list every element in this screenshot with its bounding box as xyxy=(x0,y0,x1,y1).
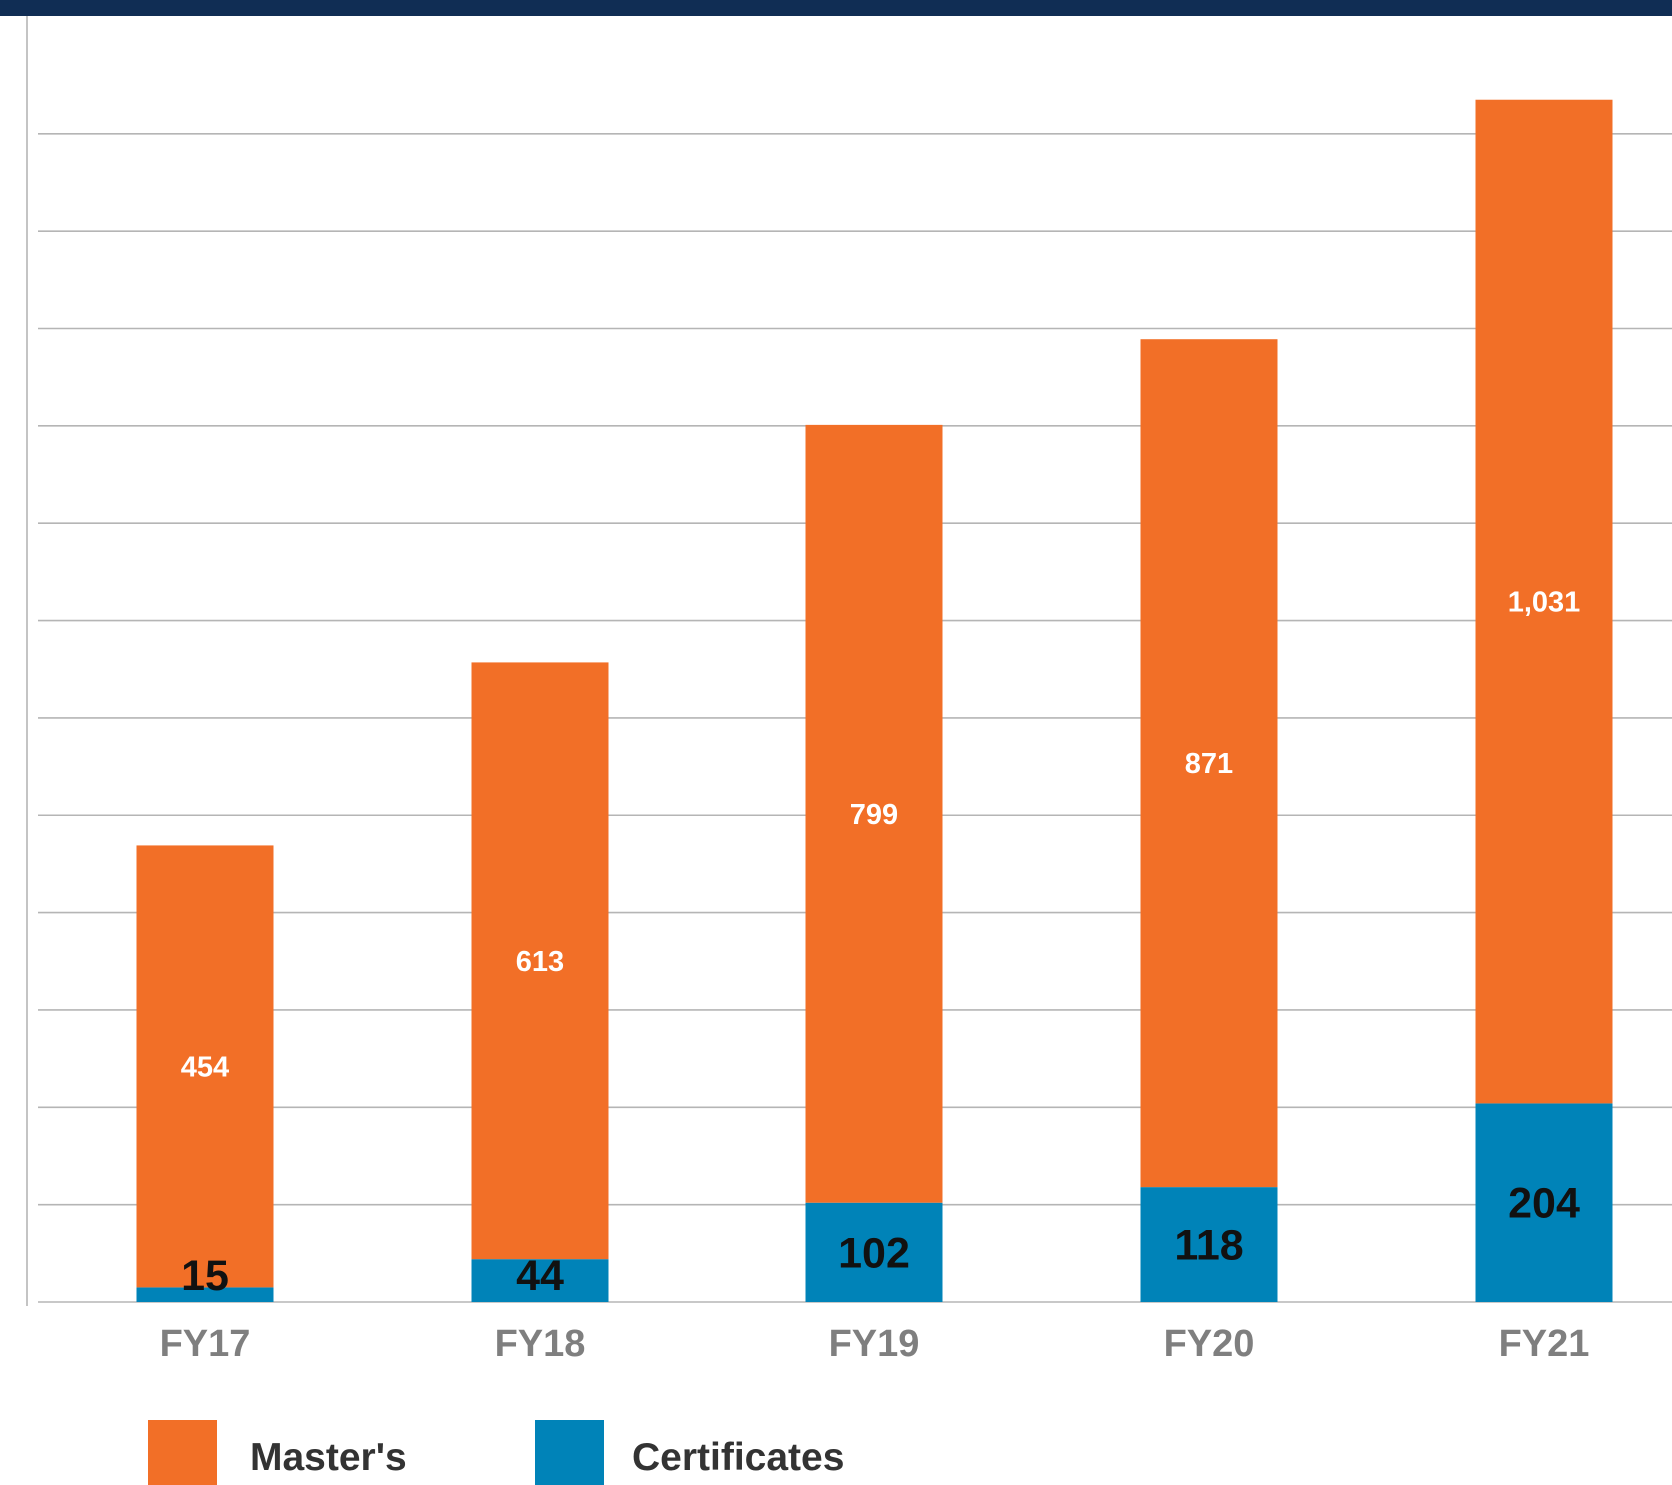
legend-label-certificates: Certificates xyxy=(632,1436,844,1479)
tick-label-fy19: FY19 xyxy=(829,1323,920,1365)
bar-masters-fy18 xyxy=(471,662,609,1260)
x-axis-ticks: FY17 FY18 FY19 FY20 FY21 xyxy=(160,1323,1590,1365)
label-certificates-fy21: 204 xyxy=(1508,1180,1580,1228)
label-certificates-fy18: 44 xyxy=(516,1252,564,1300)
label-masters-fy19: 799 xyxy=(850,799,898,831)
bar-certificates-fy21 xyxy=(1475,1103,1613,1302)
data-labels: 454 15 613 44 799 102 871 118 1,031 204 xyxy=(181,587,1580,1300)
top-banner xyxy=(0,0,1672,16)
legend-swatch-masters xyxy=(148,1420,217,1485)
tick-label-fy20: FY20 xyxy=(1164,1323,1255,1365)
bar-certificates-fy18 xyxy=(471,1259,609,1302)
bar-certificates-fy17 xyxy=(136,1287,274,1302)
label-masters-fy20: 871 xyxy=(1185,748,1233,780)
bars xyxy=(136,99,1613,1302)
bar-certificates-fy19 xyxy=(805,1202,943,1302)
bar-masters-fy20 xyxy=(1140,339,1278,1188)
tick-label-fy18: FY18 xyxy=(495,1323,586,1365)
label-certificates-fy19: 102 xyxy=(838,1229,910,1277)
bar-masters-fy21 xyxy=(1475,99,1613,1104)
legend: Master's Certificates xyxy=(148,1420,844,1485)
label-masters-fy17: 454 xyxy=(181,1051,229,1083)
label-masters-fy18: 613 xyxy=(516,946,564,978)
label-certificates-fy20: 118 xyxy=(1174,1222,1243,1270)
bar-masters-fy17 xyxy=(136,845,274,1288)
legend-label-masters: Master's xyxy=(250,1436,407,1479)
bar-certificates-fy20 xyxy=(1140,1187,1278,1302)
tick-label-fy17: FY17 xyxy=(160,1323,251,1365)
bar-masters-fy19 xyxy=(805,424,943,1203)
tick-label-fy21: FY21 xyxy=(1499,1323,1590,1365)
label-certificates-fy17: 15 xyxy=(181,1252,229,1300)
legend-swatch-certificates xyxy=(535,1420,604,1485)
label-masters-fy21: 1,031 xyxy=(1508,587,1581,619)
